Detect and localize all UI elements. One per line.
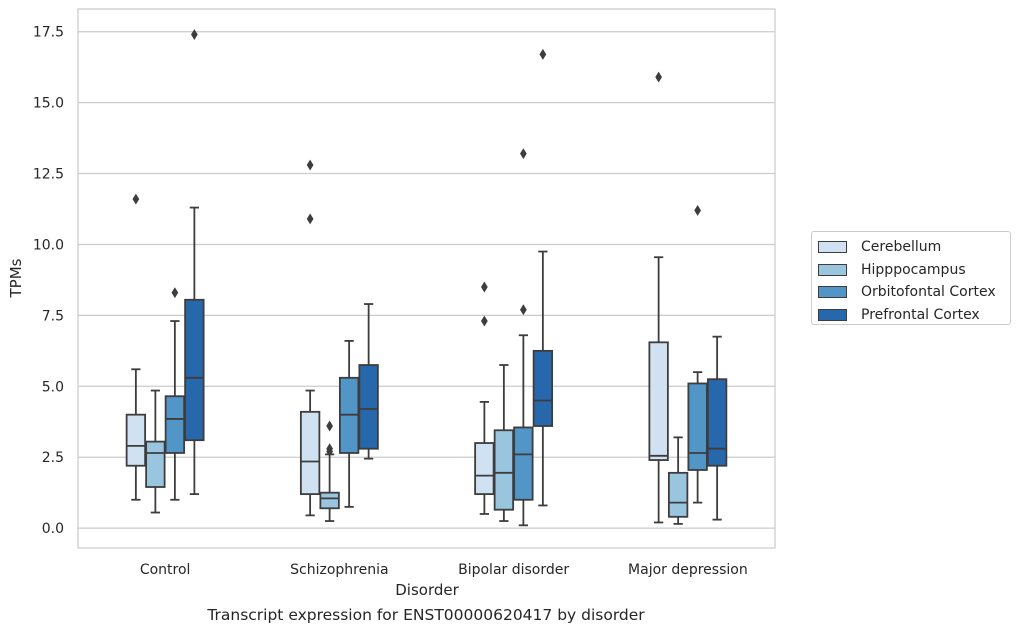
outlier-point (132, 193, 140, 205)
chart-caption: Transcript expression for ENST0000062041… (207, 606, 645, 624)
box-cerebellum (299, 159, 321, 517)
box-prefrontal-cortex (184, 29, 205, 496)
y-axis-label: TPMs (7, 258, 25, 298)
y-tick-label: 7.5 (42, 308, 64, 324)
legend-swatch (818, 286, 847, 299)
legend-swatch (818, 263, 847, 276)
x-tick-label: Major depression (628, 562, 748, 578)
outlier-point (520, 148, 527, 160)
outlier-point (306, 159, 314, 171)
x-tick-label: Bipolar disorder (458, 562, 569, 578)
box-prefrontal-cortex (532, 48, 554, 507)
box-body (687, 382, 708, 471)
legend-item: Prefrontal Cortex (818, 304, 1010, 327)
y-tick-label: 15.0 (33, 96, 64, 112)
legend-label: Orbitofontal Cortex (861, 284, 996, 301)
box-hipppocampus (493, 364, 515, 522)
y-tick-label: 2.5 (42, 450, 64, 466)
box-body (706, 378, 728, 467)
y-tick-label: 0.0 (42, 521, 64, 537)
box-prefrontal-cortex (358, 303, 379, 460)
box-cerebellum (474, 281, 495, 515)
box-body (184, 298, 205, 442)
x-axis-label: Disorder (395, 581, 459, 599)
boxes (125, 29, 728, 527)
box-body (667, 471, 689, 518)
x-tick-label: Control (140, 562, 191, 578)
box-body (474, 442, 495, 495)
box-hipppocampus (145, 389, 166, 514)
legend-label: Prefrontal Cortex (861, 306, 980, 323)
legend-item: Orbitofontal Cortex (818, 281, 1010, 304)
box-cerebellum (648, 71, 669, 524)
x-axis-ticks: Control Schizophrenia Bipolar disorder Majo… (140, 562, 748, 578)
outlier-point (191, 29, 198, 40)
y-tick-label: 5.0 (42, 379, 64, 395)
outlier-point (520, 304, 527, 316)
y-axis-ticks: 0.0 2.5 5.0 7.5 10.0 12.5 15.0 17.5 (33, 25, 64, 537)
outlier-point (694, 204, 701, 216)
box-body (532, 349, 554, 427)
box-hipppocampus (667, 436, 689, 525)
box-prefrontal-cortex (706, 335, 728, 521)
outlier-point (539, 48, 547, 60)
box-body (125, 413, 147, 467)
box-body (319, 491, 340, 510)
legend-item: Hipppocampus (818, 259, 1010, 282)
box-hipppocampus (319, 420, 340, 522)
outlier-point (326, 443, 333, 455)
outlier-point (481, 281, 488, 293)
box-body (145, 440, 166, 488)
legend-swatch (818, 308, 847, 321)
box-orbitofontal-cortex (164, 287, 186, 501)
box-body (358, 364, 379, 450)
legend-item: Cerebellum (818, 236, 1010, 259)
outlier-point (655, 71, 662, 83)
y-tick-label: 10.0 (33, 237, 64, 253)
legend-swatch (818, 241, 847, 254)
outlier-point (481, 315, 488, 327)
outlier-point (306, 213, 314, 225)
plot-area (77, 8, 776, 549)
legend-label: Hipppocampus (861, 261, 966, 278)
y-tick-label: 12.5 (33, 167, 64, 183)
box-orbitofontal-cortex (338, 340, 360, 508)
box-body (164, 395, 186, 454)
box-body (648, 341, 669, 461)
box-orbitofontal-cortex (687, 204, 708, 504)
outlier-point (326, 420, 333, 432)
box-orbitofontal-cortex (513, 148, 534, 527)
box-body (513, 426, 534, 501)
legend: Cerebellum Hipppocampus Orbitofontal Corte… (811, 231, 1011, 325)
outlier-point (171, 287, 179, 299)
box-body (493, 429, 515, 511)
legend-label: Cerebellum (861, 239, 942, 256)
box-body (299, 410, 321, 495)
y-tick-label: 17.5 (33, 25, 64, 41)
x-tick-label: Schizophrenia (290, 562, 388, 578)
box-cerebellum (125, 193, 147, 501)
